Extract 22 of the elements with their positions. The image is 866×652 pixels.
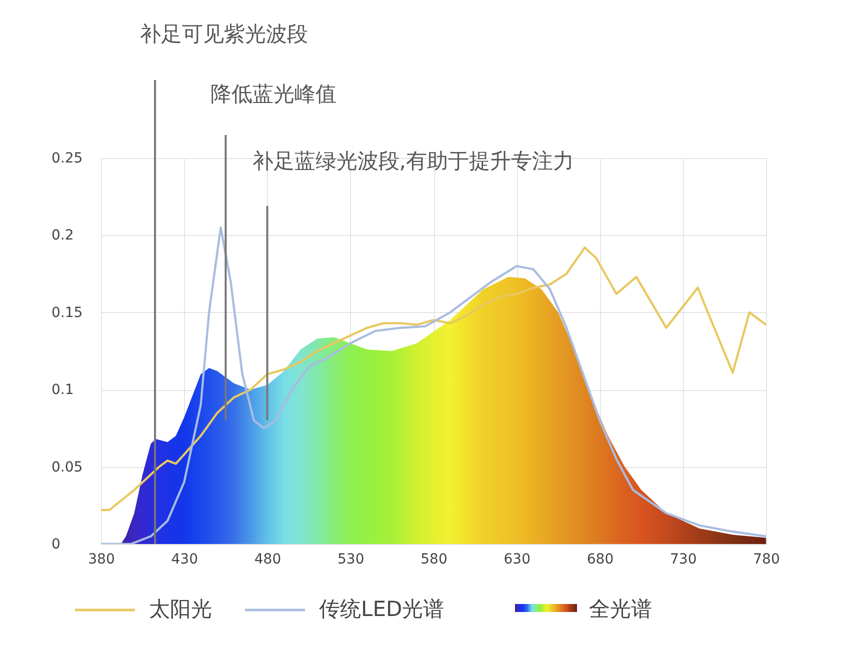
- x-tick-label: 730: [670, 552, 697, 568]
- y-tick-label: 0.2: [52, 228, 74, 244]
- x-tick-label: 680: [586, 552, 614, 568]
- x-tick-label: 630: [504, 552, 530, 568]
- y-tick-label: 0.25: [52, 150, 83, 166]
- x-tick-label: 430: [171, 552, 198, 568]
- line-series: [101, 246, 766, 512]
- y-tick-label: 0.05: [52, 459, 83, 476]
- y-tick-label: 0.1: [52, 382, 74, 398]
- x-tick-label: 530: [338, 552, 364, 568]
- y-tick-label: 0.15: [52, 304, 83, 321]
- x-tick-label: 780: [753, 552, 780, 568]
- legend-label: 太阳光: [149, 597, 212, 621]
- x-tick-label: 480: [254, 552, 282, 568]
- x-tick-label: 380: [88, 552, 115, 568]
- legend-label: 传统LED光谱: [319, 597, 444, 621]
- ref-line-label: 补足蓝绿光波段,有助于提升专注力: [252, 149, 574, 173]
- legend-label: 全光谱: [589, 597, 652, 621]
- ref-line-label: 补足可见紫光波段: [140, 22, 308, 46]
- x-tick-label: 580: [420, 552, 448, 568]
- y-tick-label: 0: [52, 536, 60, 552]
- ref-line-label: 降低蓝光峰值: [210, 82, 337, 106]
